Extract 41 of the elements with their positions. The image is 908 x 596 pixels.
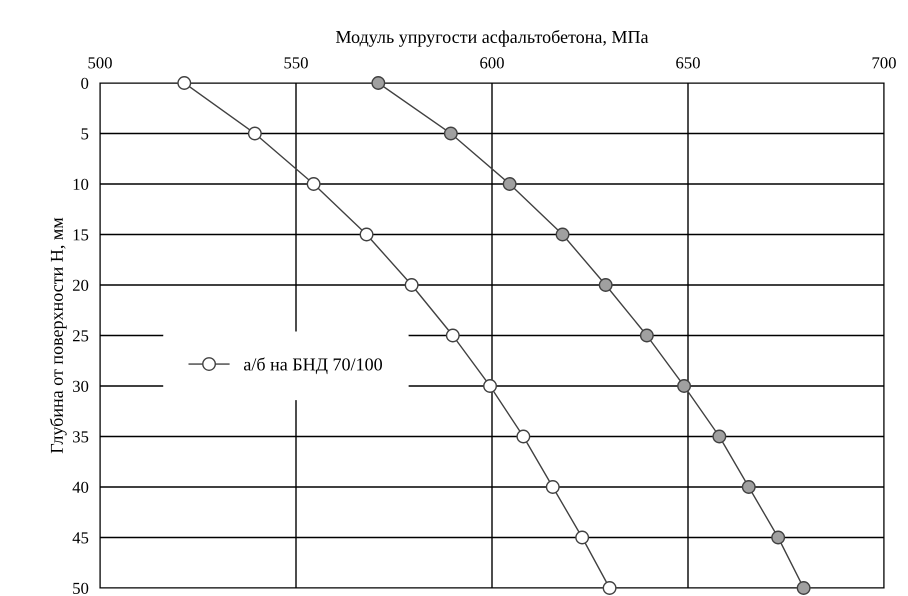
point xyxy=(546,480,560,494)
x-tick-label: 700 xyxy=(872,57,896,69)
point xyxy=(602,581,617,595)
point xyxy=(306,177,321,191)
y-tick-label: 0 xyxy=(81,78,88,89)
x-tick-label: 550 xyxy=(284,57,308,69)
point xyxy=(446,328,460,342)
legend-label: а/б на БНД 70/100 xyxy=(244,357,382,374)
point xyxy=(575,530,590,544)
point xyxy=(371,76,386,90)
x-axis-title: Модуль упругости асфальтобетона, МПа xyxy=(336,30,648,47)
point xyxy=(444,126,458,140)
y-axis-title: Глубина от поверхности H, мм xyxy=(50,218,67,454)
y-tick-label: 40 xyxy=(72,482,88,493)
y-tick-label: 35 xyxy=(73,431,88,442)
point xyxy=(248,126,262,140)
point xyxy=(742,480,756,494)
y-tick-label: 50 xyxy=(73,582,88,594)
point xyxy=(177,76,192,90)
point xyxy=(404,278,419,292)
y-tick-label: 30 xyxy=(73,380,88,392)
point xyxy=(712,430,726,444)
y-tick-label: 25 xyxy=(72,330,88,342)
y-tick-label: 5 xyxy=(82,128,88,140)
point xyxy=(483,379,497,393)
point xyxy=(640,328,654,342)
y-tick-label: 45 xyxy=(72,532,88,544)
point xyxy=(516,430,530,444)
point xyxy=(502,177,517,191)
x-tick-label: 500 xyxy=(88,57,112,69)
point xyxy=(771,530,786,544)
x-tick-label: 650 xyxy=(676,57,700,69)
point xyxy=(598,278,613,292)
y-tick-label: 20 xyxy=(72,280,88,291)
x-tick-label: 600 xyxy=(480,57,504,69)
point xyxy=(677,379,692,393)
y-tick-label: 10 xyxy=(74,178,88,190)
point xyxy=(556,228,570,242)
point xyxy=(360,228,374,242)
y-tick-label: 15 xyxy=(74,229,88,240)
point xyxy=(796,581,811,595)
